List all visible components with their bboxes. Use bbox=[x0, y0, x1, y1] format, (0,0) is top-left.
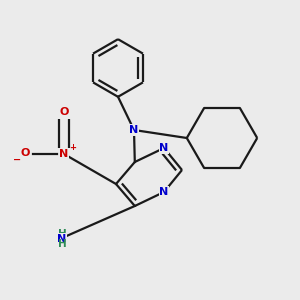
Text: −: − bbox=[13, 155, 21, 165]
Text: +: + bbox=[69, 143, 76, 152]
Text: H: H bbox=[58, 229, 66, 239]
Text: H: H bbox=[58, 239, 66, 249]
Text: N: N bbox=[59, 149, 69, 159]
Text: N: N bbox=[57, 234, 67, 244]
Text: O: O bbox=[20, 148, 29, 158]
Text: N: N bbox=[159, 187, 169, 197]
Text: N: N bbox=[159, 143, 169, 153]
Text: N: N bbox=[129, 125, 139, 135]
Text: O: O bbox=[59, 106, 69, 117]
